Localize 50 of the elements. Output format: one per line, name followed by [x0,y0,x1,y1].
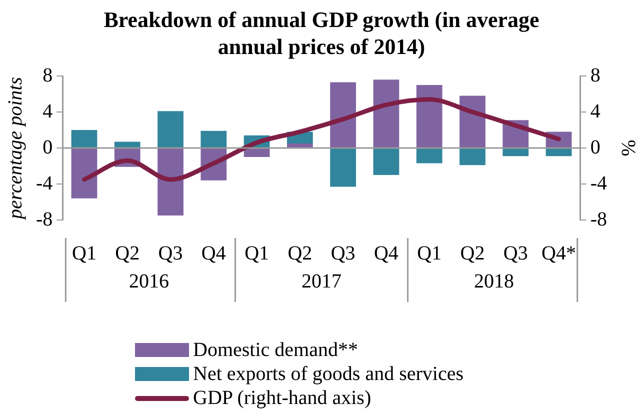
x-tick-label: Q1 [72,242,96,264]
bar [286,144,313,148]
bar [244,148,270,157]
text: 2017 [302,270,342,292]
y-axis-title: percentage points [4,76,26,222]
x-tick-label: Q1 [244,242,270,264]
bar [546,148,572,156]
bar [373,80,400,148]
x-tick-label: Q3 [503,242,528,264]
x-tick-label: Q1 [417,242,442,264]
x-tick-label: Q4 [374,242,398,264]
legend-label: Domestic demand** [193,338,358,362]
y-tick-label: -8 [36,208,53,230]
x-tick-label: Q3 [158,242,183,264]
bar [71,130,98,148]
y2-tick-label: -4 [590,172,608,194]
bar [460,96,486,148]
y2-tick-label: 4 [590,100,600,122]
x-tick-label: Q2 [288,242,312,264]
y2-tick-label: 8 [590,64,600,86]
bar [416,85,442,148]
y2-tick-label: 0 [590,136,600,158]
y-tick-label: -4 [36,172,53,194]
x-tick-label: Q3 [330,242,356,264]
text: 2018 [474,270,514,292]
bar [114,142,140,148]
bar [200,130,227,148]
y-tick-label: 0 [42,136,53,158]
x-tick-label: Q2 [460,242,485,264]
bar [416,148,442,164]
bar [158,111,184,148]
bar [502,148,529,156]
x-tick-label: Q4* [542,242,576,264]
y-tick-label: 8 [42,64,53,86]
bar [460,148,486,166]
x-tick-label: Q2 [115,242,140,264]
y2-tick-label: -8 [590,208,608,230]
y2-axis-title: % [616,140,639,156]
y-tick-label: 4 [42,100,53,122]
legend-label: Net exports of goods and services [193,362,464,386]
bar [330,82,356,148]
bar [373,148,400,175]
line-series [82,97,562,182]
bar [330,148,356,187]
bar [71,148,98,198]
text: 2016 [128,270,169,292]
chart-title: Breakdown of annual GDP growth (in average annual prices of 2014) [102,6,540,60]
bar [158,148,184,216]
legend-label: GDP (right-hand axis) [193,386,372,410]
x-tick-label: Q4 [201,242,226,264]
